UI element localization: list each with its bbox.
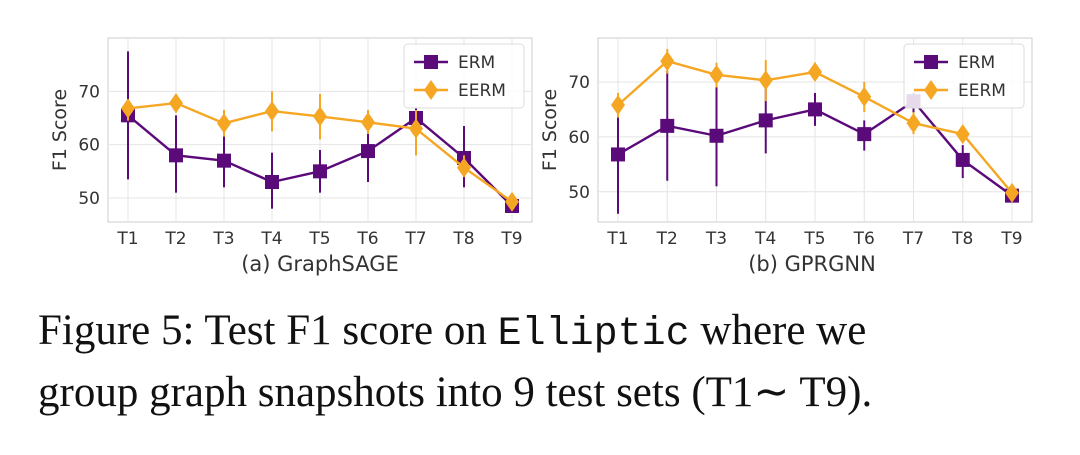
data-point — [313, 106, 327, 127]
figure-charts: T1 T2 T3 T4 T5 T6 T7 T8 T9 50 60 70 F1 Score (a) Grap… — [49, 37, 1033, 276]
x-tick-label: T8 — [951, 229, 973, 249]
data-point — [121, 98, 135, 119]
y-tick-label: 50 — [568, 183, 590, 203]
data-point — [709, 64, 724, 85]
legend-marker — [424, 55, 438, 69]
legend-label: EERM — [958, 81, 1006, 101]
x-tick-label: T6 — [853, 229, 875, 249]
data-point — [808, 62, 822, 83]
x-tick-label: T9 — [500, 229, 522, 249]
x-tick-label: T8 — [452, 229, 474, 249]
chart-panel-1: T1 T2 T3 T4 T5 T6 T7 T8 T9 50 60 70 F1 Score (a) Grap… — [49, 37, 533, 276]
data-point — [1005, 182, 1019, 203]
legend: ERM EERM — [903, 43, 1025, 109]
data-point — [955, 124, 970, 145]
legend-label: EERM — [458, 81, 506, 101]
data-point — [313, 164, 327, 179]
x-tick-label: T9 — [1000, 229, 1022, 249]
x-tick-label: T4 — [754, 229, 776, 249]
data-point — [857, 86, 872, 107]
caption-line-2: group graph snapshots into 9 test sets (… — [38, 369, 873, 416]
x-tick-label: T3 — [212, 229, 234, 249]
legend-marker — [924, 55, 938, 69]
x-tick-label: T2 — [164, 229, 186, 249]
caption-text-start: Figure 5: Test F1 score on — [38, 307, 498, 354]
x-tick-label: T5 — [308, 229, 330, 249]
y-tick-label: 60 — [78, 136, 100, 156]
data-point — [457, 157, 471, 178]
y-tick-label: 70 — [78, 82, 100, 102]
figure-caption: Figure 5: Test F1 score on Elliptic wher… — [38, 302, 1058, 422]
caption-line-1: Figure 5: Test F1 score on Elliptic wher… — [38, 302, 1058, 364]
data-point — [169, 93, 183, 114]
x-tick-label: T1 — [606, 229, 628, 249]
chart-panel-2: T1 T2 T3 T4 T5 T6 T7 T8 T9 50 60 70 F1 Score (b) GPRG… — [539, 37, 1033, 276]
data-point — [660, 118, 675, 133]
data-point — [857, 127, 872, 142]
data-point — [906, 113, 921, 134]
y-axis-label: F1 Score — [49, 89, 71, 171]
data-point — [169, 148, 183, 163]
x-tick-label: T3 — [705, 229, 727, 249]
data-point — [505, 191, 519, 212]
data-point — [808, 102, 822, 117]
legend-label: ERM — [958, 53, 995, 73]
x-tick-label: T2 — [656, 229, 678, 249]
data-point — [361, 144, 375, 159]
caption-text-end: where we — [689, 307, 867, 354]
data-point — [217, 113, 231, 134]
series-eerm — [611, 48, 1019, 203]
x-tick-label: T5 — [803, 229, 825, 249]
chart-title: (b) GPRGNN — [748, 252, 876, 276]
legend: ERM EERM — [403, 43, 525, 109]
x-tick-label: T6 — [356, 229, 378, 249]
data-point — [265, 101, 279, 122]
y-tick-label: 60 — [568, 128, 590, 148]
data-point — [758, 70, 773, 91]
data-point — [758, 113, 773, 128]
y-tick-label: 70 — [568, 73, 590, 93]
data-point — [361, 112, 375, 133]
x-tick-label: T1 — [116, 229, 138, 249]
x-tick-label: T7 — [902, 229, 924, 249]
y-tick-label: 50 — [78, 189, 100, 209]
dataset-name: Elliptic — [497, 312, 690, 357]
data-point — [409, 118, 423, 139]
data-point — [660, 51, 675, 72]
data-point — [217, 153, 231, 168]
legend-label: ERM — [458, 53, 495, 73]
y-axis-label: F1 Score — [539, 89, 561, 171]
chart-title: (a) GraphSAGE — [241, 252, 399, 276]
legend-marker — [924, 80, 938, 100]
x-tick-label: T7 — [404, 229, 426, 249]
legend-marker — [424, 80, 438, 100]
x-tick-label: T4 — [260, 229, 282, 249]
series-eerm — [121, 91, 519, 212]
data-point — [955, 152, 970, 167]
data-point — [709, 128, 724, 143]
data-point — [611, 95, 625, 116]
data-point — [611, 147, 625, 162]
data-point — [265, 175, 279, 189]
